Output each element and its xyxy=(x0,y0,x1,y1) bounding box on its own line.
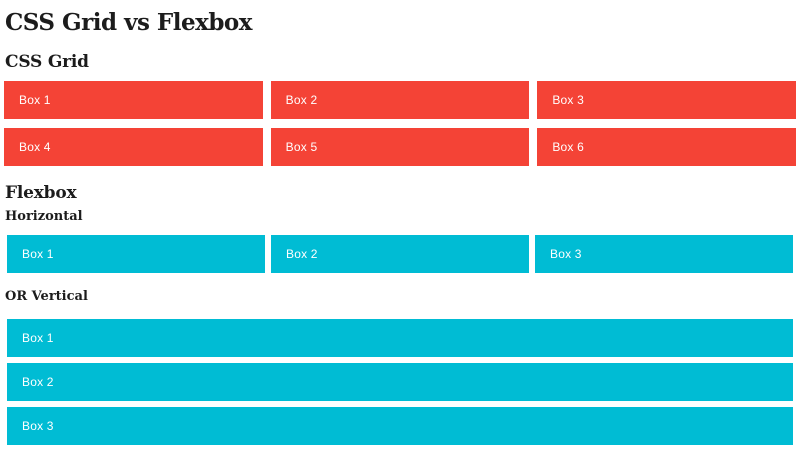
css-grid-section: CSS Grid Box 1 Box 2 Box 3 Box 4 Box 5 Box 6 xyxy=(4,51,796,167)
flex-vertical-heading: OR Vertical xyxy=(5,288,88,304)
flex-box-vertical: Box 3 xyxy=(7,407,793,446)
grid-box: Box 1 xyxy=(4,81,263,120)
flex-box-vertical: Box 1 xyxy=(7,319,793,358)
grid-box: Box 3 xyxy=(537,81,796,120)
grid-box: Box 5 xyxy=(270,128,530,167)
flex-horizontal-container: Box 1 Box 2 Box 3 xyxy=(4,234,796,273)
flex-box-horizontal: Box 2 xyxy=(271,234,529,273)
grid-section-heading: CSS Grid xyxy=(5,51,89,72)
flex-horizontal-heading: Horizontal xyxy=(5,208,83,224)
flex-section-heading: Flexbox xyxy=(5,183,77,204)
flexbox-section: Flexbox Horizontal Box 1 Box 2 Box 3 OR Ve… xyxy=(4,183,796,451)
flex-box-horizontal: Box 3 xyxy=(535,234,793,273)
grid-box: Box 4 xyxy=(4,128,263,167)
flex-vertical-container: Box 1 Box 2 Box 3 xyxy=(4,319,796,451)
grid-box: Box 6 xyxy=(537,128,796,167)
grid-box: Box 2 xyxy=(270,81,530,120)
page-title: CSS Grid vs Flexbox xyxy=(5,9,252,36)
flex-box-horizontal: Box 1 xyxy=(7,234,265,273)
grid-boxes-container: Box 1 Box 2 Box 3 Box 4 Box 5 Box 6 xyxy=(4,81,796,167)
flex-box-vertical: Box 2 xyxy=(7,363,793,402)
